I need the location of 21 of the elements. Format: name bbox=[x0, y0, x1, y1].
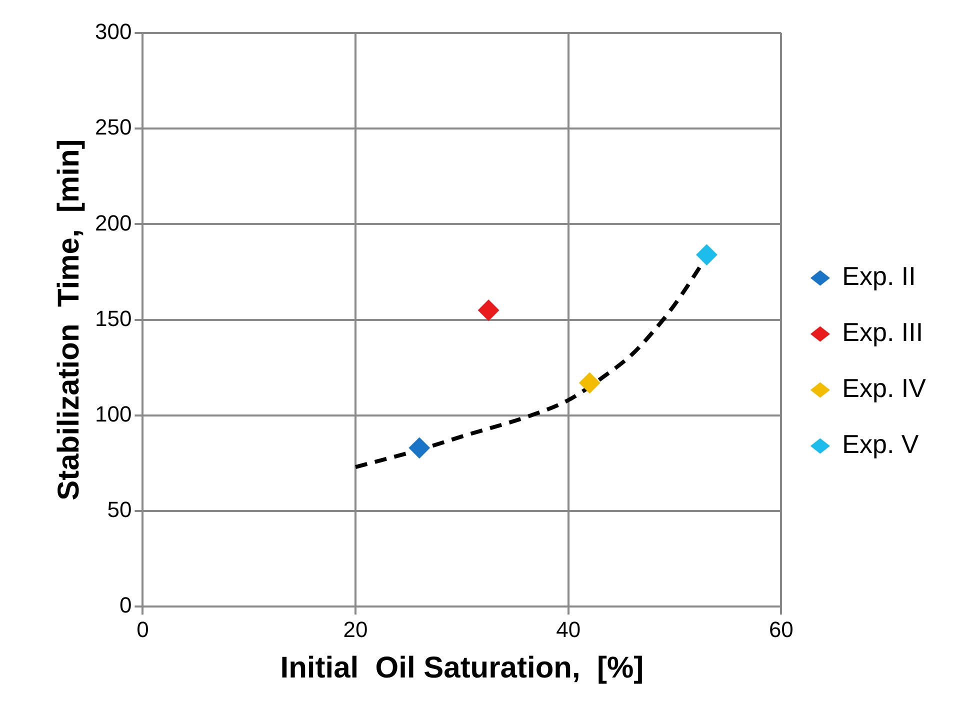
legend-label: Exp. II bbox=[842, 261, 916, 292]
legend-label: Exp. IV bbox=[842, 373, 927, 404]
y-tick-label: 100 bbox=[94, 401, 132, 426]
x-tick-label: 40 bbox=[556, 616, 581, 642]
x-axis-title: Initial Oil Saturation, [%] bbox=[280, 651, 644, 684]
x-tick-label: 20 bbox=[343, 616, 368, 642]
y-tick-label: 200 bbox=[94, 210, 132, 236]
x-tick-label: 0 bbox=[136, 616, 149, 642]
y-tick-label: 300 bbox=[94, 19, 132, 44]
y-tick-label: 50 bbox=[107, 497, 132, 522]
y-tick-label: 150 bbox=[94, 306, 132, 331]
point bbox=[478, 300, 500, 321]
y-tick-label: 0 bbox=[119, 592, 132, 618]
legend-label: Exp. V bbox=[842, 429, 920, 460]
y-tick-label: 250 bbox=[94, 114, 132, 140]
point bbox=[696, 244, 718, 266]
legend-label: Exp. III bbox=[842, 317, 924, 348]
x-tick-label: 60 bbox=[768, 616, 794, 642]
point bbox=[408, 437, 430, 458]
point bbox=[579, 372, 600, 394]
y-axis-title: Stabilization Time, [min] bbox=[52, 139, 86, 500]
